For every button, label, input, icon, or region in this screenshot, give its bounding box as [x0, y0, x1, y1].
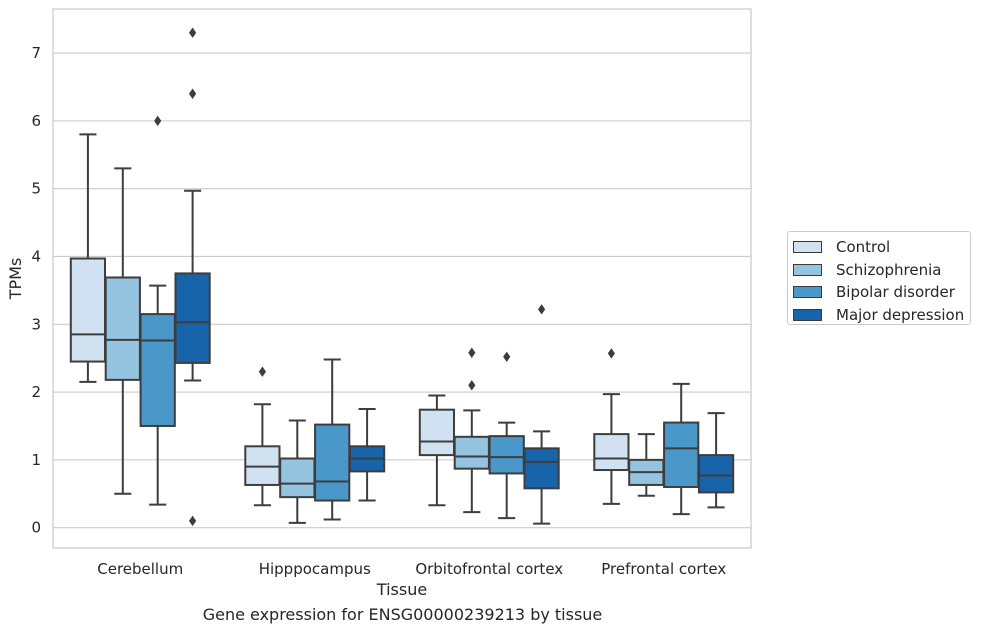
- box-2-2-body: [488, 435, 525, 475]
- y-axis-label: TPMs: [6, 258, 25, 301]
- legend-item-schizophrenia: Schizophrenia: [788, 259, 970, 282]
- box-3-3-body: [697, 454, 735, 494]
- legend: Control Schizophrenia Bipolar disorder M…: [787, 231, 971, 325]
- legend-label-major-depression: Major depression: [836, 305, 965, 324]
- y-tick-label-0: 0: [31, 519, 41, 537]
- x-tick-label-1: Hipppocampus: [259, 560, 371, 578]
- y-tick-label-7: 7: [31, 44, 41, 62]
- box-2-2-flier-0: [503, 351, 511, 363]
- y-tick-label-2: 2: [31, 383, 41, 401]
- chart-caption: Gene expression for ENSG00000239213 by t…: [202, 605, 603, 624]
- box-0-3-flier-2: [189, 27, 197, 38]
- plot-area: [53, 9, 751, 548]
- legend-label-bipolar-disorder: Bipolar disorder: [836, 283, 955, 302]
- box-1-1-body: [279, 457, 316, 499]
- legend-swatch-bipolar-disorder: [793, 286, 822, 299]
- legend-swatch-schizophrenia: [793, 263, 822, 276]
- y-tick-label-1: 1: [31, 451, 41, 469]
- box-2-0-body: [418, 408, 456, 457]
- plot-frame: [52, 8, 752, 549]
- box-2-1-flier-0: [468, 380, 476, 391]
- box-2-1-body: [453, 435, 490, 470]
- legend-item-major-depression: Major depression: [788, 304, 970, 327]
- legend-label-control: Control: [836, 238, 891, 257]
- box-3-0-flier-0: [607, 348, 615, 359]
- box-1-2-body: [314, 423, 351, 502]
- box-1-0-flier-0: [258, 366, 266, 377]
- y-tick-label-6: 6: [31, 112, 41, 130]
- box-0-0-body: [69, 257, 107, 363]
- legend-label-schizophrenia: Schizophrenia: [836, 260, 942, 279]
- legend-item-control: Control: [788, 236, 970, 259]
- box-0-3-body: [174, 272, 211, 364]
- x-tick-label-2: Orbitofrontal cortex: [415, 560, 563, 578]
- box-3-2-body: [663, 421, 700, 488]
- legend-swatch-control: [793, 241, 822, 254]
- box-3-0-body: [593, 433, 630, 472]
- box-0-2-flier-0: [154, 115, 162, 127]
- legend-swatch-major-depression: [793, 308, 822, 321]
- box-2-3-body: [523, 447, 560, 490]
- x-axis-label: Tissue: [376, 580, 427, 599]
- y-tick-label-4: 4: [31, 247, 41, 265]
- y-tick-label-3: 3: [31, 315, 41, 333]
- legend-item-bipolar-disorder: Bipolar disorder: [788, 281, 970, 304]
- box-1-0-body: [244, 445, 281, 486]
- box-0-3-flier-1: [189, 88, 197, 99]
- box-0-3-flier-0: [189, 515, 197, 527]
- box-2-1-flier-1: [468, 347, 476, 358]
- x-tick-label-0: Cerebellum: [97, 560, 183, 578]
- y-tick-label-5: 5: [31, 180, 41, 198]
- box-2-3-flier-0: [538, 304, 546, 315]
- x-tick-label-3: Prefrontal cortex: [601, 560, 726, 578]
- box-0-1-body: [104, 276, 141, 381]
- box-0-2-body: [139, 313, 176, 427]
